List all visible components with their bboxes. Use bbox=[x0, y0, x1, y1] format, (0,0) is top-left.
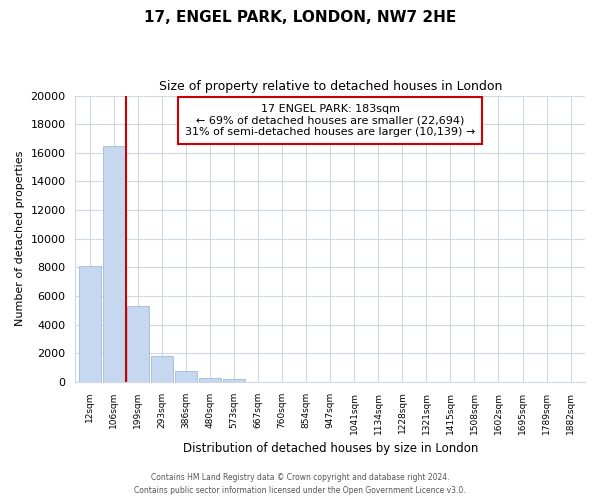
Y-axis label: Number of detached properties: Number of detached properties bbox=[15, 151, 25, 326]
Bar bbox=[103, 146, 125, 382]
Bar bbox=[151, 356, 173, 382]
Text: 17 ENGEL PARK: 183sqm
← 69% of detached houses are smaller (22,694)
31% of semi-: 17 ENGEL PARK: 183sqm ← 69% of detached … bbox=[185, 104, 475, 138]
Bar bbox=[223, 379, 245, 382]
Text: 17, ENGEL PARK, LONDON, NW7 2HE: 17, ENGEL PARK, LONDON, NW7 2HE bbox=[144, 10, 456, 25]
Text: Contains HM Land Registry data © Crown copyright and database right 2024.
Contai: Contains HM Land Registry data © Crown c… bbox=[134, 474, 466, 495]
Bar bbox=[175, 371, 197, 382]
Bar bbox=[79, 266, 101, 382]
X-axis label: Distribution of detached houses by size in London: Distribution of detached houses by size … bbox=[182, 442, 478, 455]
Bar bbox=[127, 306, 149, 382]
Title: Size of property relative to detached houses in London: Size of property relative to detached ho… bbox=[158, 80, 502, 93]
Bar bbox=[199, 378, 221, 382]
